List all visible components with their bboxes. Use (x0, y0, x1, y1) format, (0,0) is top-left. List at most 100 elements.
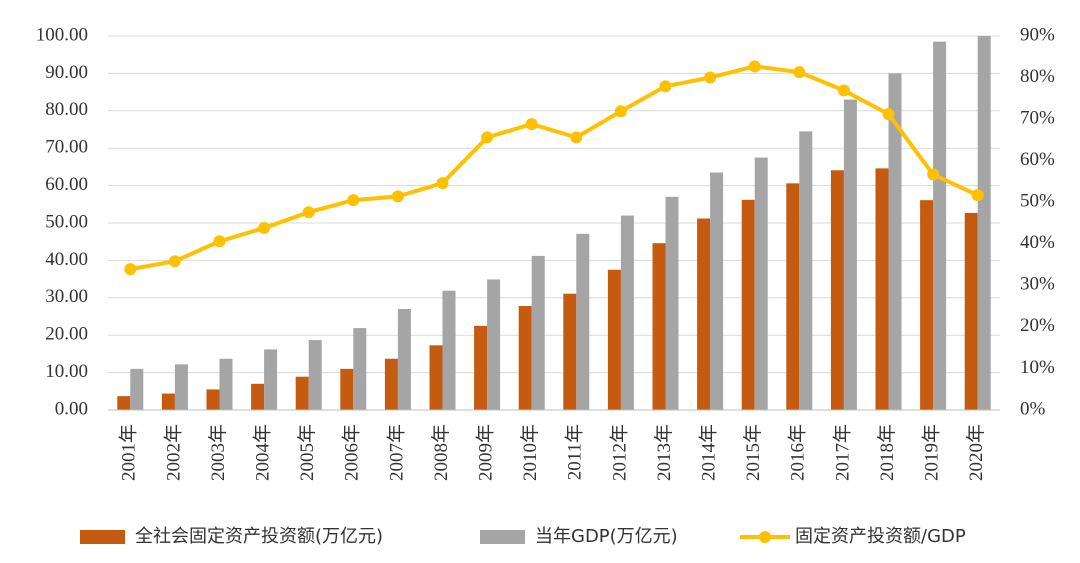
bar (442, 290, 456, 410)
bar (219, 358, 233, 410)
y2-tick-label: 80% (1020, 66, 1055, 87)
legend-label: 固定资产投资额/GDP (795, 526, 966, 547)
y-tick-label: 70.00 (45, 137, 88, 158)
x-tick-label: 2006年 (341, 424, 363, 481)
x-tick-label: 2016年 (787, 424, 809, 481)
bar (665, 196, 679, 410)
bar (754, 157, 768, 410)
y2-tick-label: 30% (1020, 274, 1055, 295)
x-tick-label: 2009年 (474, 424, 496, 481)
x-tick-label: 2008年 (430, 424, 452, 481)
legend-swatch (480, 530, 525, 544)
y2-tick-label: 0% (1020, 398, 1046, 419)
line-marker (258, 221, 271, 234)
line-marker (347, 194, 360, 207)
y2-tick-label: 20% (1020, 315, 1055, 336)
y-tick-label: 30.00 (45, 286, 88, 307)
line-marker (481, 131, 494, 144)
line-marker (927, 168, 940, 181)
y-tick-label: 100.00 (36, 24, 88, 45)
y2-tick-label: 90% (1020, 24, 1055, 45)
line-marker (124, 263, 137, 276)
bar (518, 306, 532, 410)
y-tick-label: 50.00 (45, 211, 88, 232)
bar (174, 364, 188, 410)
line-marker (882, 108, 895, 121)
bar (531, 255, 545, 410)
line-marker (570, 131, 583, 144)
line-marker (213, 235, 226, 248)
line-marker (659, 80, 672, 93)
x-tick-label: 2005年 (296, 424, 318, 481)
x-tick-label: 2010年 (519, 424, 541, 481)
x-tick-label: 2013年 (653, 424, 675, 481)
bar (576, 233, 590, 410)
bar (843, 99, 857, 410)
bar (206, 389, 220, 410)
y-tick-label: 10.00 (45, 361, 88, 382)
bar (161, 393, 175, 410)
bar (875, 168, 889, 410)
x-tick-label: 2018年 (876, 424, 898, 481)
x-tick-label: 2011年 (564, 424, 586, 480)
bar (710, 172, 724, 410)
line-marker (837, 84, 850, 97)
bar (251, 383, 265, 410)
x-tick-label: 2014年 (697, 424, 719, 481)
y2-tick-label: 60% (1020, 149, 1055, 170)
bar (741, 199, 755, 410)
y-tick-label: 20.00 (45, 324, 88, 345)
bar (397, 309, 411, 410)
bar (474, 325, 488, 410)
bar (340, 368, 354, 410)
legend-swatch (80, 530, 125, 544)
bar (977, 36, 991, 410)
x-tick-label: 2002年 (162, 424, 184, 481)
line-marker (391, 190, 404, 203)
bar (652, 243, 666, 410)
x-tick-label: 2007年 (385, 424, 407, 481)
bar (563, 293, 577, 410)
bar (487, 279, 501, 410)
bar (933, 41, 947, 411)
line-marker (704, 71, 717, 84)
bar (130, 368, 144, 410)
x-tick-label: 2020年 (965, 424, 987, 481)
x-tick-label: 2019年 (920, 424, 942, 481)
line-marker (302, 206, 315, 219)
x-tick-label: 2001年 (118, 424, 140, 481)
line-marker (971, 189, 984, 202)
line-marker (793, 66, 806, 79)
bar (429, 345, 443, 410)
bar (786, 183, 800, 410)
x-tick-label: 2004年 (251, 424, 273, 481)
bar (799, 131, 813, 410)
y2-tick-label: 70% (1020, 107, 1055, 128)
x-tick-label: 2003年 (207, 424, 229, 481)
y2-tick-label: 10% (1020, 357, 1055, 378)
y-tick-label: 80.00 (45, 99, 88, 120)
bar (384, 358, 398, 410)
legend-label: 当年GDP(万亿元) (535, 526, 678, 547)
line-marker (168, 255, 181, 268)
bar (697, 218, 711, 410)
y-tick-label: 60.00 (45, 174, 88, 195)
line-marker (436, 177, 449, 190)
legend-swatch (759, 531, 771, 543)
line-marker (748, 60, 761, 73)
line (129, 64, 979, 272)
y-tick-label: 40.00 (45, 249, 88, 270)
bar (353, 328, 367, 410)
x-tick-label: 2015年 (742, 424, 764, 481)
bar (830, 170, 844, 410)
legend-label: 全社会固定资产投资额(万亿元) (135, 526, 383, 547)
line-marker (614, 105, 627, 118)
x-tick-label: 2017年 (831, 424, 853, 481)
y-tick-label: 90.00 (45, 62, 88, 83)
y-tick-label: 0.00 (55, 398, 88, 419)
bar (964, 212, 978, 410)
bar (295, 376, 309, 410)
bar (607, 269, 621, 410)
